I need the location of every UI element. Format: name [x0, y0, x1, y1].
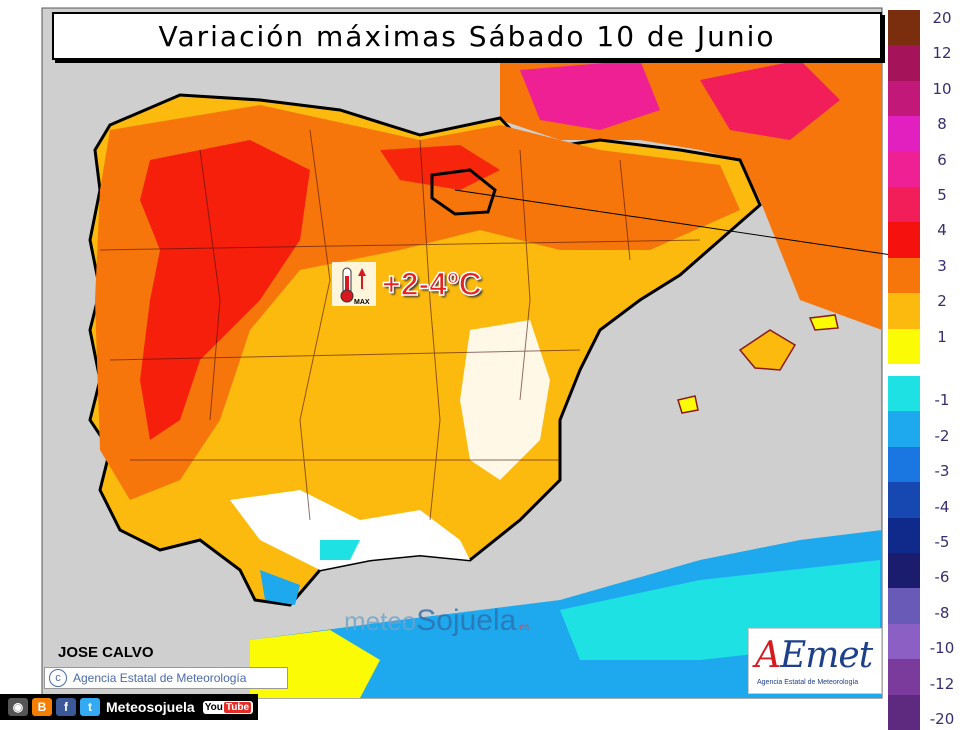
france-hotspot [520, 60, 660, 130]
legend-label: -10 [929, 639, 955, 658]
legend-swatch [888, 482, 920, 518]
cold-spot-2 [320, 540, 360, 560]
temperature-variation-value: +2-4ºC [381, 265, 482, 303]
twitter-icon[interactable]: t [80, 698, 100, 716]
legend-swatch [888, 517, 920, 553]
youtube-you: You [204, 701, 223, 713]
legend-swatch [888, 659, 920, 695]
legend-swatch [888, 694, 920, 730]
legend-label: 5 [937, 186, 947, 204]
watermark-part2: Sojuela [416, 604, 517, 637]
legend-label: 3 [937, 256, 947, 275]
author-credit: JOSE CALVO [58, 644, 154, 661]
watermark-part3: .es [516, 622, 530, 633]
legend-label: -1 [934, 391, 950, 410]
legend-label: -2 [934, 426, 950, 445]
legend-label: 20 [932, 9, 952, 27]
youtube-icon[interactable]: You Tube [202, 700, 254, 714]
legend-label: -3 [934, 462, 950, 481]
legend-label: -12 [929, 674, 955, 693]
icon-max-label: MAX [354, 299, 370, 306]
north-hot-zone [380, 145, 500, 190]
legend-label: -20 [929, 710, 955, 728]
legend-swatch [888, 80, 920, 117]
temperature-callout: MAX +2-4ºC [332, 262, 482, 306]
legend-swatch [888, 257, 920, 294]
legend-swatch [888, 411, 920, 447]
legend-swatch [888, 588, 920, 624]
la-rioja-outline [430, 168, 497, 216]
island-mallorca [738, 329, 797, 371]
map-title: Variación máximas Sábado 10 de Junio [158, 19, 776, 53]
legend-swatch [888, 446, 920, 483]
legend-label: -4 [934, 497, 950, 516]
province-borders [99, 129, 701, 521]
legend-gap [888, 364, 920, 376]
social-bar: ◉ B f t Meteosojuela You Tube [0, 694, 258, 720]
legend-label: -6 [934, 568, 950, 587]
legend-label: 1 [937, 327, 947, 346]
legend-label: 6 [937, 150, 947, 169]
neutral-zone [230, 490, 470, 570]
legend-swatch [888, 187, 920, 223]
copyright-icon: c [49, 669, 67, 687]
legend-swatch [888, 553, 920, 589]
legend-swatch [888, 222, 920, 258]
aemet-logo-subtitle: Agencia Estatal de Meteorología [757, 679, 859, 686]
aemet-logo-a: A [755, 635, 781, 676]
youtube-tube: Tube [223, 701, 252, 713]
aemet-logo-rest: Emet [780, 635, 873, 676]
neutral-zone-east [460, 320, 550, 480]
legend-label: -8 [934, 603, 950, 622]
social-handle[interactable]: Meteosojuela [106, 699, 195, 715]
blogger-icon[interactable]: B [32, 698, 52, 716]
legend-swatch [888, 151, 920, 187]
legend-label: 2 [937, 292, 947, 311]
cold-spot [260, 570, 300, 605]
aemet-logo-text: AEmet [755, 635, 873, 676]
legend-swatch [888, 376, 920, 412]
legend-swatch [888, 45, 920, 81]
island-menorca [808, 314, 839, 331]
agency-credit: Agencia Estatal de Meteorología [73, 671, 247, 685]
legend-swatch [888, 328, 920, 364]
legend-swatch [888, 116, 920, 152]
legend-label: 8 [937, 115, 947, 134]
legend-label: 10 [932, 79, 952, 98]
thermometer-max-icon: MAX [332, 262, 376, 306]
watermark: meteoSojuela.es [344, 604, 530, 638]
title-box: Variación máximas Sábado 10 de Junio [52, 12, 882, 60]
aemet-logo: AEmet Agencia Estatal de Meteorología [748, 628, 882, 694]
legend-label: 4 [937, 221, 947, 240]
france-hotspot-2 [700, 60, 840, 140]
agency-credit-box: c Agencia Estatal de Meteorología [44, 667, 288, 689]
camera-icon[interactable]: ◉ [8, 698, 28, 716]
legend-swatch [888, 10, 920, 46]
pointer-line [454, 189, 906, 258]
legend-swatch [888, 293, 920, 329]
watermark-part1: meteo [344, 606, 417, 636]
legend-swatch [888, 623, 920, 660]
legend-label: -5 [934, 533, 950, 551]
facebook-icon[interactable]: f [56, 698, 76, 716]
island-ibiza [677, 395, 699, 414]
legend-label: 12 [932, 44, 952, 63]
very-hot-zone [140, 140, 310, 440]
